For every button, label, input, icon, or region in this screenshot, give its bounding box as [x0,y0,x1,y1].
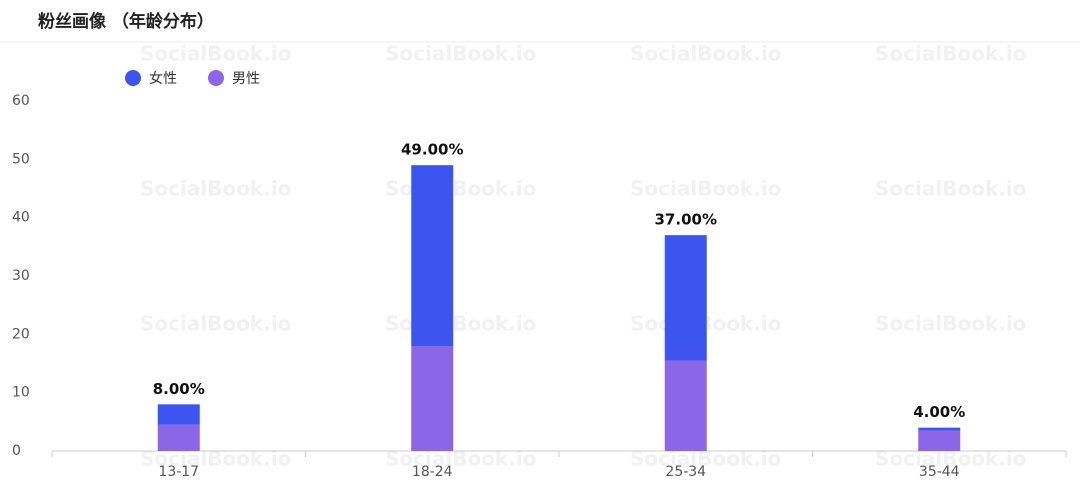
bar-segment [664,235,707,361]
y-tick-label: 60 [12,93,30,109]
watermark: SocialBook.io [630,177,781,201]
watermark: SocialBook.io [140,42,291,66]
bar-segment [157,404,200,425]
y-tick-label: 20 [12,326,30,342]
legend-label: 女性 [149,70,177,87]
y-tick-label: 40 [12,210,30,226]
watermark: SocialBook.io [385,312,536,336]
total-label: 37.00% [655,211,717,229]
legend-swatch [208,70,224,86]
x-tick-label: 13-17 [158,464,199,480]
x-tick-label: 25-34 [665,464,706,480]
watermark: SocialBook.io [385,42,536,66]
x-tick-label: 18-24 [412,464,453,480]
y-tick-label: 0 [12,443,21,459]
watermark: SocialBook.io [385,447,536,471]
bar-segment [411,165,454,346]
y-tick-label: 50 [12,151,30,167]
legend-label: 男性 [232,71,260,87]
watermark: SocialBook.io [630,42,781,66]
y-tick-label: 30 [12,268,30,284]
total-label: 8.00% [153,380,205,398]
bar-segment [918,427,961,431]
bar-segment [411,346,454,451]
watermark: SocialBook.io [140,312,291,336]
total-label: 49.00% [401,141,463,159]
total-label: 4.00% [913,403,965,421]
watermark: SocialBook.io [385,177,536,201]
x-tick-label: 35-44 [919,464,960,480]
watermark: SocialBook.io [875,177,1026,201]
legend-swatch [125,70,141,86]
watermark: SocialBook.io [875,312,1026,336]
bar-segment [664,360,707,451]
watermark: SocialBook.io [875,42,1026,66]
bar-segment [918,430,961,451]
chart-title: 粉丝画像 （年龄分布） [38,11,214,32]
watermark: SocialBook.io [140,177,291,201]
y-tick-label: 10 [12,385,30,401]
bar-segment [157,424,200,451]
